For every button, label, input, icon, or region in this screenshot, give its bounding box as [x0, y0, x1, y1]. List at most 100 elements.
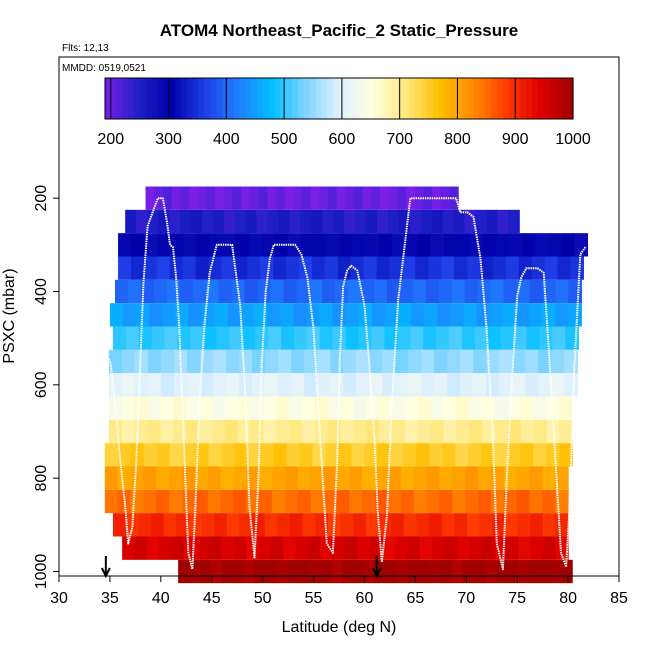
- pressure-band-cell: [250, 396, 264, 420]
- pressure-band-cell: [494, 396, 509, 420]
- colorbar-swatch: [467, 78, 475, 119]
- pressure-band-cell: [283, 279, 297, 304]
- pressure-band-cell: [387, 466, 402, 490]
- pressure-band-cell: [319, 326, 334, 350]
- colorbar-swatch: [426, 78, 434, 119]
- pressure-band-cell: [146, 536, 160, 560]
- pressure-band-cell: [125, 326, 140, 350]
- pressure-band-cell: [387, 489, 402, 514]
- pressure-band-cell: [559, 419, 573, 444]
- pressure-band-cell: [317, 373, 331, 397]
- pressure-band-cell: [340, 513, 354, 537]
- pressure-band-cell: [156, 443, 171, 467]
- pressure-band-cell: [291, 349, 305, 374]
- colorbar-tick-label: 900: [502, 131, 529, 148]
- pressure-band-cell: [311, 256, 326, 280]
- colorbar-swatch: [362, 78, 369, 119]
- colorbar-swatch: [532, 78, 539, 119]
- pressure-band-cell: [162, 303, 176, 327]
- pressure-band-cell: [299, 443, 314, 467]
- pressure-band-cell: [395, 349, 409, 374]
- pressure-band-cell: [314, 419, 329, 444]
- pressure-band-cell: [239, 513, 253, 537]
- pressure-band-cell: [195, 256, 210, 280]
- pressure-band-cell: [136, 209, 148, 234]
- pressure-band-cell: [365, 513, 380, 537]
- pressure-band-cell: [352, 233, 367, 257]
- pressure-band-cell: [160, 419, 174, 444]
- pressure-band-cell: [263, 419, 277, 444]
- colorbar-swatch: [116, 78, 124, 119]
- pressure-band-cell: [327, 396, 342, 420]
- pressure-band-cell: [366, 419, 380, 444]
- pressure-band-cell: [377, 443, 392, 467]
- pressure-band-cell: [413, 489, 428, 514]
- colorbar-swatch: [298, 78, 305, 119]
- colorbar-swatch: [461, 78, 469, 119]
- y-tick-label: 600: [33, 371, 50, 398]
- pressure-band-cell: [362, 186, 372, 210]
- x-tick-label: 80: [559, 590, 577, 607]
- pressure-band-cell: [244, 279, 259, 304]
- colorbar-swatch: [432, 78, 440, 119]
- pressure-band-cell: [496, 233, 510, 257]
- y-tick-label: 200: [33, 185, 50, 212]
- pressure-band-cell: [317, 349, 331, 374]
- pressure-band-cell: [143, 466, 157, 490]
- colorbar-swatch: [456, 78, 463, 119]
- pressure-band-cell: [104, 443, 119, 467]
- pressure-band-cell: [121, 349, 136, 374]
- colorbar-tick-label: 400: [213, 131, 240, 148]
- pressure-band-cell: [439, 489, 453, 514]
- pressure-band-cell: [298, 559, 311, 584]
- pressure-band-cell: [379, 186, 390, 210]
- pressure-band-cell: [454, 256, 468, 280]
- pressure-band-cell: [273, 256, 287, 280]
- pressure-band-cell: [130, 466, 145, 490]
- colorbar-swatch: [110, 78, 118, 119]
- pressure-band-cell: [224, 396, 239, 420]
- pressure-band-cell: [295, 536, 309, 560]
- colorbar-swatch: [403, 78, 410, 119]
- colorbar-swatch: [561, 78, 568, 119]
- pressure-band-cell: [529, 279, 544, 304]
- colorbar-swatch: [555, 78, 562, 119]
- pressure-band-cell: [463, 303, 478, 327]
- colorbar-swatch: [222, 78, 229, 119]
- colorbar-swatch: [210, 78, 217, 119]
- pressure-band-cell: [276, 396, 290, 420]
- pressure-band-cell: [259, 466, 273, 490]
- pressure-band-cell: [528, 303, 543, 327]
- pressure-band-cell: [371, 186, 381, 210]
- colorbar-swatch: [262, 78, 270, 119]
- pressure-band-cell: [555, 279, 569, 304]
- colorbar-swatch: [105, 78, 112, 119]
- colorbar-swatch: [567, 78, 574, 119]
- pressure-band-cell: [293, 303, 307, 327]
- pressure-band-cell: [284, 489, 299, 514]
- pressure-band-cell: [156, 489, 170, 514]
- pressure-band-cell: [456, 419, 470, 444]
- pressure-band-cell: [229, 326, 243, 350]
- pressure-band-cell: [375, 559, 387, 584]
- pressure-band-cell: [371, 326, 385, 350]
- pressure-band-cell: [388, 186, 398, 210]
- pressure-band-cell: [486, 373, 500, 397]
- colorbar-swatch: [251, 78, 258, 119]
- pressure-band-cell: [408, 373, 422, 397]
- pressure-band-cell: [530, 536, 544, 560]
- colorbar-swatch: [157, 78, 165, 119]
- pressure-band-cell: [184, 536, 198, 560]
- pressure-band-cell: [178, 559, 190, 584]
- pressure-band-cell: [483, 233, 497, 257]
- pressure-band-cell: [344, 209, 356, 234]
- colorbar-swatch: [327, 78, 334, 119]
- pressure-band-cell: [434, 373, 448, 397]
- pressure-band-cell: [252, 349, 266, 374]
- pressure-band-cell: [342, 559, 354, 584]
- pressure-band-cell: [542, 303, 556, 327]
- pressure-band-cell: [252, 373, 266, 397]
- pressure-band-cell: [552, 326, 566, 350]
- pressure-band-cell: [250, 419, 264, 444]
- pressure-band-cell: [362, 466, 376, 490]
